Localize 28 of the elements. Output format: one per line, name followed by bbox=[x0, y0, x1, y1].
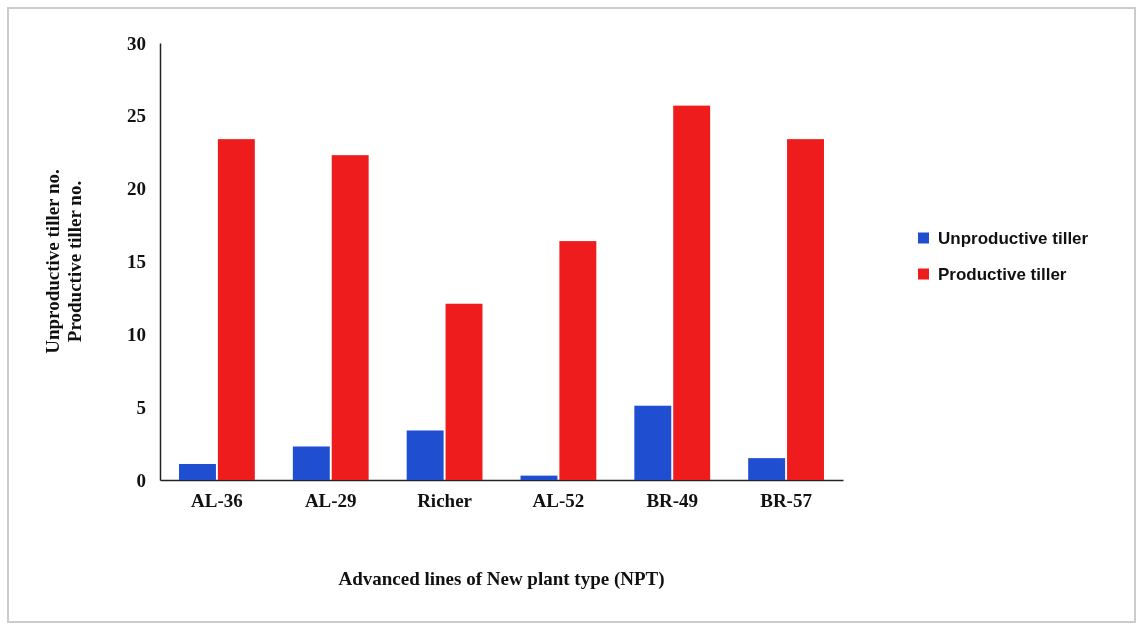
x-axis-title: Advanced lines of New plant type (NPT) bbox=[338, 568, 665, 590]
bar bbox=[331, 155, 369, 480]
y-axis-title: Unproductive tiller no. Productive tiller no. bbox=[42, 169, 85, 354]
legend-label: Unproductive tiller bbox=[938, 228, 1089, 248]
bar bbox=[634, 405, 672, 480]
bar bbox=[787, 139, 824, 480]
bar bbox=[748, 458, 786, 480]
y-tick-label: 5 bbox=[136, 396, 146, 418]
y-tick-label: 0 bbox=[136, 469, 146, 491]
bar bbox=[559, 241, 597, 480]
y-tick-label: 15 bbox=[127, 251, 146, 273]
x-tick-label: AL-52 bbox=[532, 490, 585, 512]
x-tick-label: AL-36 bbox=[191, 490, 243, 512]
bar bbox=[445, 303, 483, 480]
bar bbox=[292, 446, 330, 480]
legend-label: Productive tiller bbox=[938, 264, 1067, 284]
x-tick-label: AL-29 bbox=[304, 490, 357, 512]
y-tick-label: 20 bbox=[127, 178, 146, 200]
bar bbox=[673, 105, 711, 480]
y-tick-label: 30 bbox=[127, 32, 146, 54]
x-tick-label: Richer bbox=[417, 490, 473, 512]
bar bbox=[179, 463, 216, 480]
x-tick-label: BR-49 bbox=[646, 490, 699, 512]
bar bbox=[406, 430, 444, 480]
y-tick-label: 10 bbox=[127, 323, 146, 345]
x-tick-label: BR-57 bbox=[760, 490, 813, 512]
bar bbox=[217, 139, 255, 480]
y-tick-label: 25 bbox=[127, 105, 146, 127]
